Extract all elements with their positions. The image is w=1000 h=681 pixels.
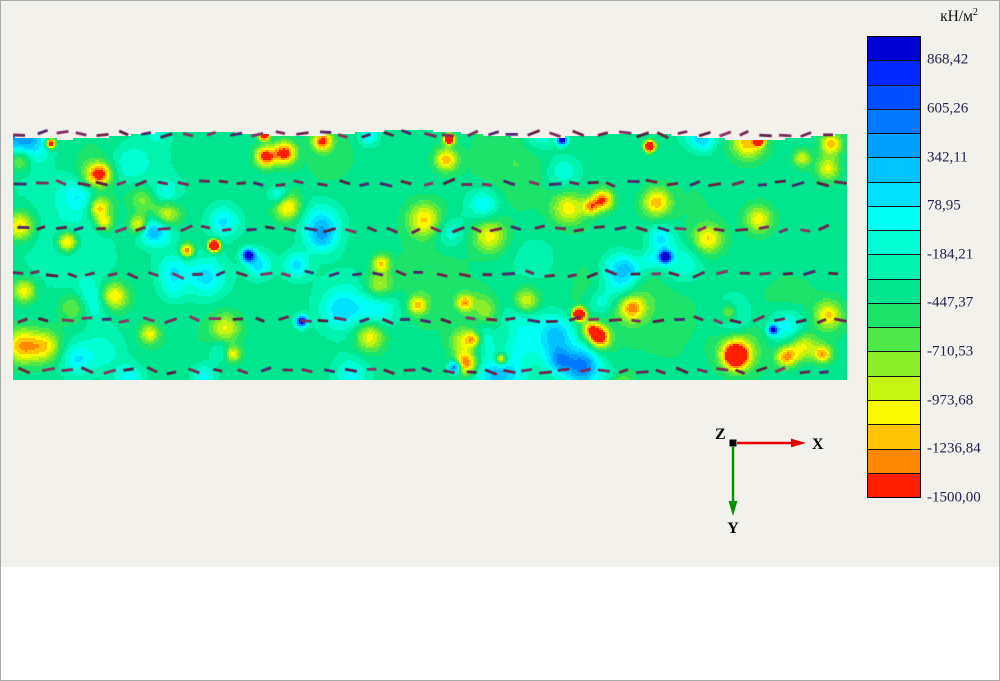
legend-tick-label: 605,26 xyxy=(927,100,969,117)
legend-unit-text: кН/м xyxy=(940,8,973,26)
legend-band xyxy=(868,278,920,303)
legend-band xyxy=(868,84,920,109)
legend-tick-label: 342,11 xyxy=(927,149,968,166)
legend-band xyxy=(868,375,920,400)
legend-band xyxy=(868,399,920,425)
legend-band xyxy=(868,254,920,279)
legend-tick-label: -1236,84 xyxy=(927,440,981,457)
legend-tick-label: -1500,00 xyxy=(927,489,981,506)
legend-tick-labels: 868,42 605,26 342,11 78,95 -184,21 -447,37 -71… xyxy=(927,36,999,506)
legend-tick-label: -184,21 xyxy=(927,246,974,263)
legend-tick-label: -973,68 xyxy=(927,392,974,409)
legend-band xyxy=(868,181,920,206)
legend-tick-label: 868,42 xyxy=(927,51,969,68)
coordinate-triad: X Y Z xyxy=(715,427,824,537)
legend-band xyxy=(868,327,920,352)
legend-band xyxy=(868,133,920,158)
legend-band xyxy=(868,351,920,376)
z-axis-label: Z xyxy=(715,427,726,443)
legend-tick-label: -447,37 xyxy=(927,294,974,311)
caption-region: Среднее общее напряжение p Макс. величин… xyxy=(1,567,999,680)
legend-band xyxy=(868,448,920,473)
legend-band xyxy=(868,230,920,255)
y-axis-arrowhead xyxy=(728,501,738,516)
legend-band xyxy=(868,157,920,182)
legend-band xyxy=(868,60,920,85)
legend-tick-label: -710,53 xyxy=(927,343,974,360)
legend-band xyxy=(868,424,920,449)
plot-region: X Y Z кН/м2 868,42 605,26 342,11 78,95 -184,… xyxy=(1,1,999,567)
legend-band xyxy=(868,472,920,498)
legend-band xyxy=(868,302,920,328)
legend-colorbar xyxy=(867,36,921,498)
legend-band xyxy=(868,205,920,231)
x-axis-arrowhead xyxy=(791,438,806,448)
legend-unit-superscript: 2 xyxy=(972,7,978,18)
legend-unit: кН/м2 xyxy=(919,7,999,26)
legend-band xyxy=(868,108,920,134)
legend-band xyxy=(868,37,920,61)
element-axis-markers xyxy=(13,124,847,386)
x-axis-label: X xyxy=(812,436,824,453)
origin-marker xyxy=(729,439,737,447)
legend-tick-label: 78,95 xyxy=(927,197,961,214)
y-axis-label: Y xyxy=(727,520,739,537)
